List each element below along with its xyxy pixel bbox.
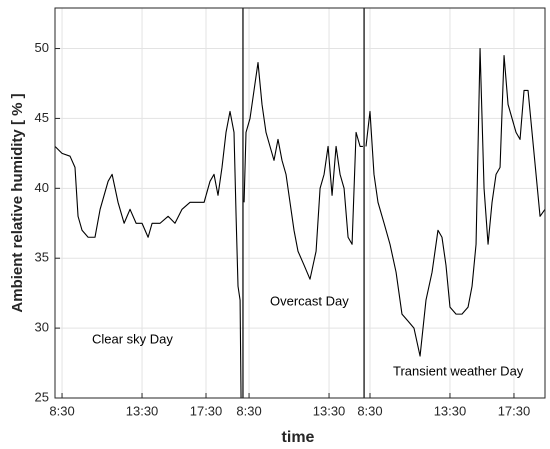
x-axis-label: time [282,429,315,446]
y-tick-label: 25 [35,389,49,404]
y-tick-label: 50 [35,40,49,55]
x-tick-label: 8:30 [357,403,382,418]
x-tick-label: 17:30 [190,403,223,418]
annotation: Overcast Day [270,293,349,308]
y-tick-label: 45 [35,110,49,125]
x-tick-label: 13:30 [434,403,467,418]
plot-frame [54,7,546,399]
x-tick-label: 17:30 [498,403,531,418]
y-tick-label: 40 [35,180,49,195]
x-tick-label: 13:30 [313,403,346,418]
annotation: Transient weather Day [393,363,524,378]
x-tick-label: 8:30 [49,403,74,418]
y-axis-label: Ambient relative humidity [ % ] [9,93,26,312]
x-tick-label: 13:30 [126,403,159,418]
x-tick-label: 8:30 [236,403,261,418]
data-line [54,47,546,399]
y-tick-label: 35 [35,250,49,265]
annotation: Clear sky Day [92,331,173,346]
y-tick-label: 30 [35,320,49,335]
